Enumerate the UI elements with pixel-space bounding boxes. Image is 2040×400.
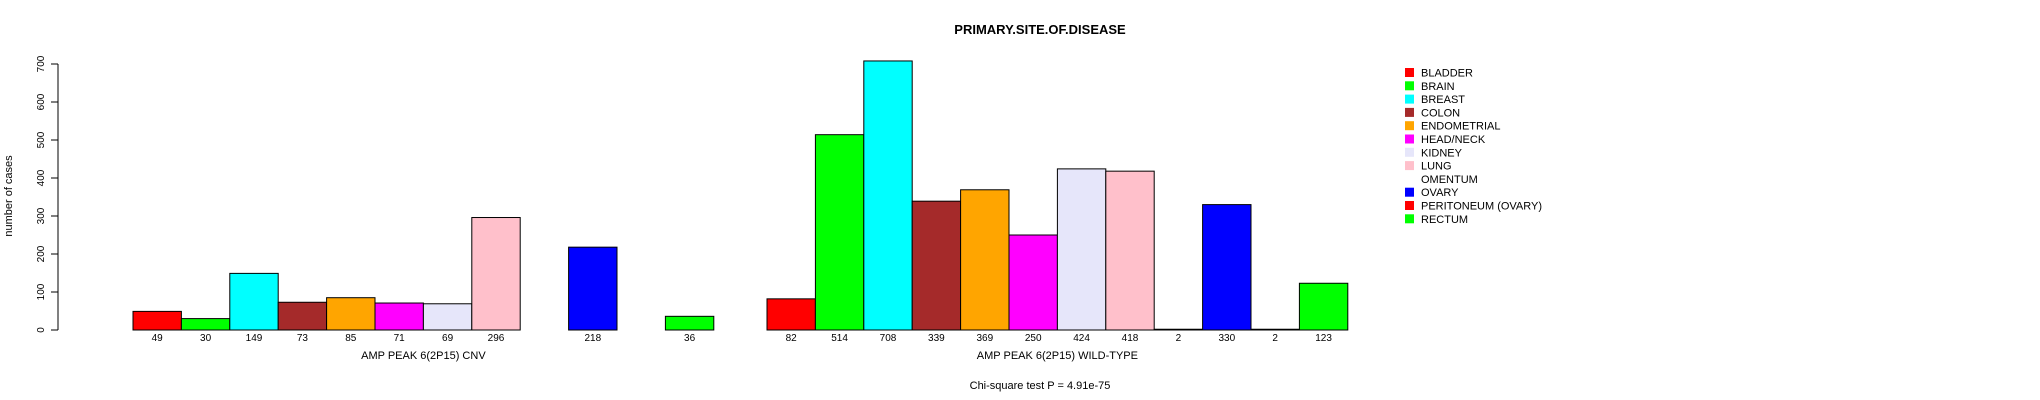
group-label: AMP PEAK 6(2P15) CNV [361, 350, 486, 362]
bar-count-label: 149 [246, 333, 263, 344]
bar [277, 301, 328, 331]
chi-square-footer: Chi-square test P = 4.91e-75 [970, 380, 1111, 392]
bar [471, 217, 521, 331]
bars-layer [132, 60, 1349, 331]
legend-swatch [1405, 187, 1414, 197]
bar [1105, 170, 1155, 331]
bar-count-label: 30 [200, 333, 212, 344]
legend-swatch [1405, 147, 1414, 157]
legend-label: OVARY [1421, 187, 1459, 199]
legend-label: BRAIN [1421, 81, 1455, 93]
y-axis-label: number of cases [3, 155, 15, 237]
legend-swatch [1405, 94, 1414, 104]
legend-label: COLON [1421, 107, 1460, 119]
legend-label: BREAST [1421, 94, 1465, 106]
bar-count-label: 218 [584, 333, 601, 344]
legend-item: PERITONEUM (OVARY) [1405, 201, 1542, 213]
bar-count-label: 514 [831, 333, 848, 344]
bar-count-label: 85 [345, 333, 357, 344]
bar [374, 302, 424, 331]
bar [1008, 234, 1058, 331]
y-tick-label: 0 [36, 327, 47, 333]
bar [1056, 168, 1107, 331]
legend-item: OVARY [1405, 187, 1459, 199]
legend-item: HEAD/NECK [1405, 134, 1486, 146]
y-tick-label: 200 [36, 245, 47, 262]
bar-count-label: 69 [442, 333, 454, 344]
bar [814, 134, 865, 331]
legend-label: ENDOMETRIAL [1421, 121, 1500, 133]
y-tick-label: 600 [36, 93, 47, 110]
bar [960, 189, 1010, 331]
y-tick-label: 300 [36, 207, 47, 224]
bar [664, 315, 715, 331]
legend-label: RECTUM [1421, 214, 1468, 226]
legend-label: LUNG [1421, 161, 1452, 173]
bar [1250, 328, 1300, 331]
legend-item: BLADDER [1405, 68, 1473, 80]
bar [180, 318, 231, 331]
y-tick-label: 100 [36, 283, 47, 300]
y-tick-label: 700 [36, 55, 47, 72]
bar [911, 200, 962, 331]
bar [766, 298, 816, 331]
bar-count-label: 708 [880, 333, 897, 344]
y-axis: 0 100 200 300 400 500 600 700 [36, 55, 59, 333]
bar [229, 272, 279, 331]
bar [422, 303, 473, 331]
bar-count-label: 250 [1025, 333, 1042, 344]
bar-count-label: 2 [1176, 333, 1182, 344]
legend-swatch [1405, 201, 1414, 210]
legend-label: OMENTUM [1421, 174, 1478, 186]
legend-item: BREAST [1405, 94, 1465, 106]
legend-item: RECTUM [1405, 214, 1468, 226]
legend-item: ENDOMETRIAL [1405, 121, 1500, 133]
legend-swatch [1405, 134, 1414, 144]
legend-swatch [1405, 214, 1414, 224]
legend-label: BLADDER [1421, 68, 1473, 80]
legend-item: KIDNEY [1405, 147, 1463, 159]
bar-count-label: 418 [1122, 333, 1139, 344]
legend-label: HEAD/NECK [1421, 134, 1486, 146]
bar [132, 310, 182, 331]
bar-count-label: 369 [976, 333, 993, 344]
y-tick-label: 400 [36, 169, 47, 186]
bar-count-label: 123 [1315, 333, 1332, 344]
bar-count-label: 73 [297, 333, 309, 344]
legend-swatch [1405, 121, 1414, 131]
bar-count-label: 49 [152, 333, 164, 344]
count-labels-layer: 49 30 149 73 85 71 69 296 218 36 82 514 708 339 369 250… [152, 333, 1333, 344]
legend-swatch [1405, 107, 1414, 117]
bar-count-label: 2 [1272, 333, 1278, 344]
bar [863, 60, 913, 331]
bar [1153, 328, 1204, 331]
bar [1298, 282, 1349, 331]
legend-swatch [1405, 174, 1414, 184]
bar-count-label: 36 [684, 333, 696, 344]
bar-count-label: 330 [1218, 333, 1235, 344]
legend-label: KIDNEY [1421, 147, 1463, 159]
bar [326, 297, 376, 331]
group-labels-layer: AMP PEAK 6(2P15) CNV AMP PEAK 6(2P15) WIL… [361, 350, 1138, 362]
chart-title: PRIMARY.SITE.OF.DISEASE [954, 22, 1126, 37]
group-label: AMP PEAK 6(2P15) WILD-TYPE [977, 350, 1138, 362]
bar [568, 246, 618, 331]
legend-item: COLON [1405, 107, 1460, 119]
y-tick-label: 500 [36, 131, 47, 148]
bar-count-label: 424 [1073, 333, 1090, 344]
bar-count-label: 82 [786, 333, 798, 344]
bar-count-label: 71 [394, 333, 406, 344]
legend-swatch [1405, 81, 1414, 91]
bar-count-label: 296 [488, 333, 505, 344]
legend-swatch [1405, 161, 1414, 171]
legend-label: PERITONEUM (OVARY) [1421, 201, 1542, 213]
legend-item: BRAIN [1405, 81, 1455, 93]
legend-item: LUNG [1405, 161, 1452, 173]
bar [1202, 204, 1252, 331]
legend-swatch [1405, 68, 1414, 77]
bar-count-label: 339 [928, 333, 945, 344]
legend-item: OMENTUM [1405, 174, 1478, 186]
